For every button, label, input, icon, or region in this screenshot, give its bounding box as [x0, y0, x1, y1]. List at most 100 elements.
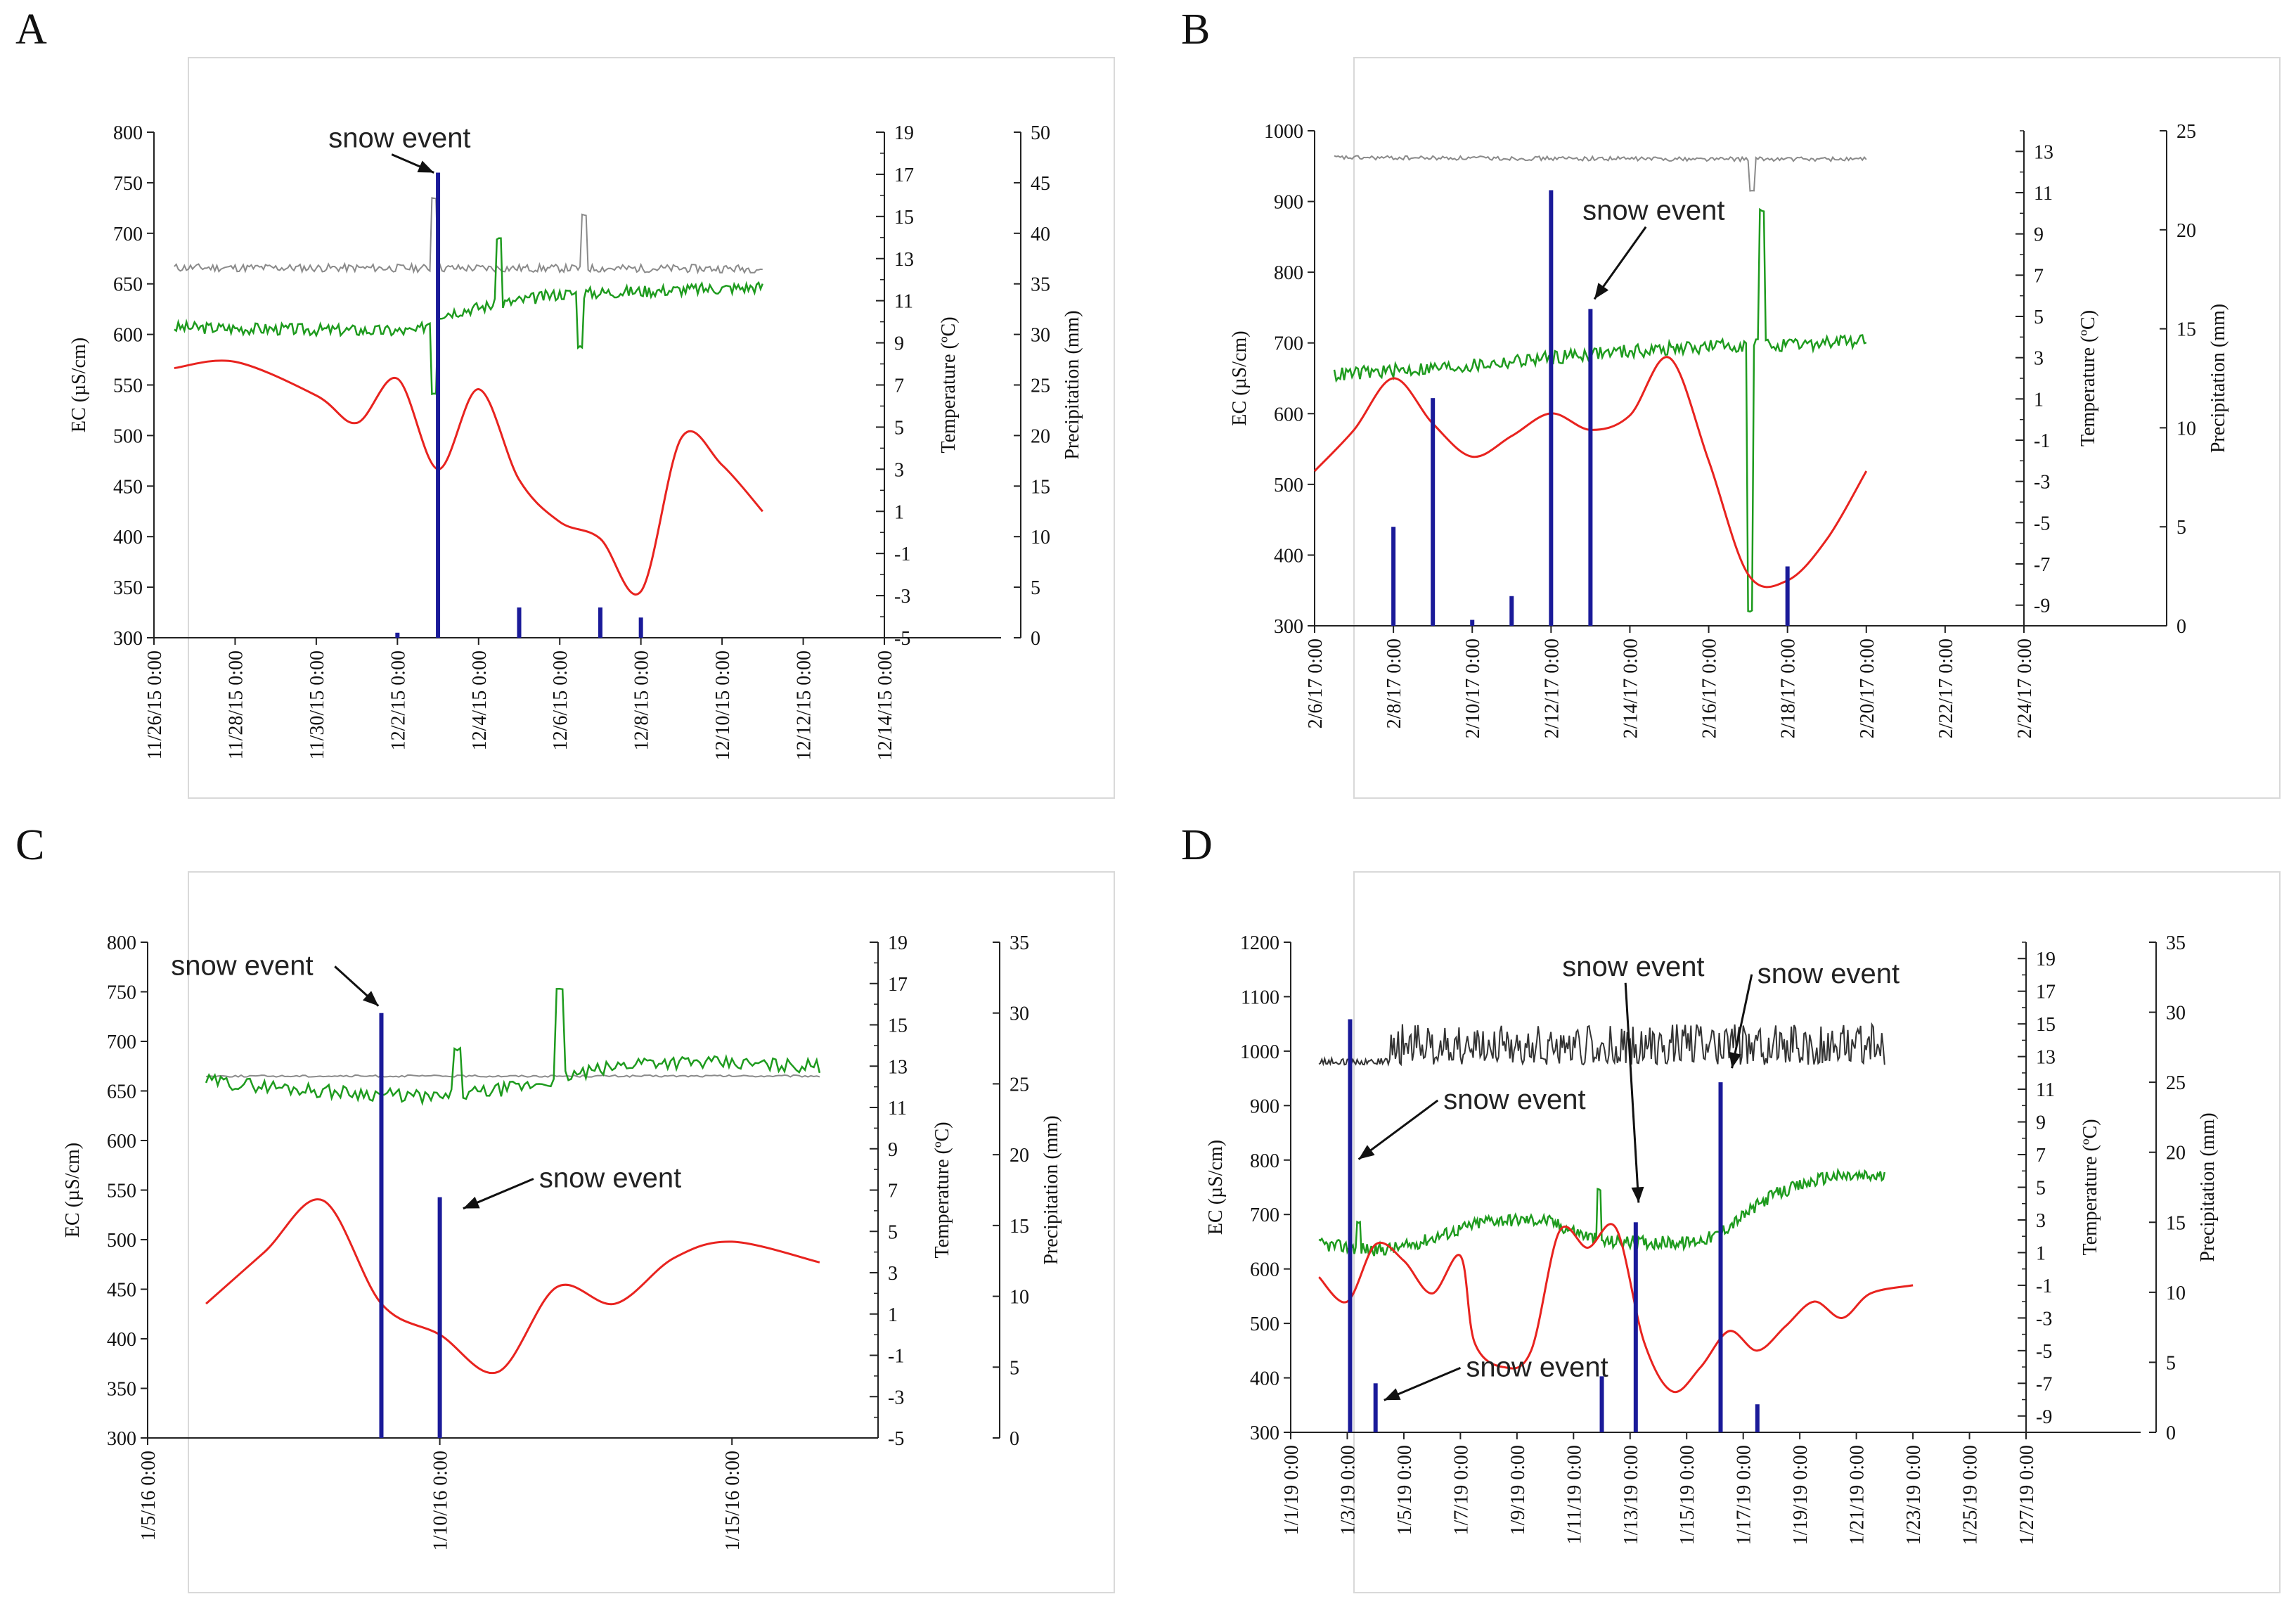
temperature-tick-label: -5 [2036, 1341, 2052, 1363]
ec-tick-label: 600 [1274, 404, 1303, 425]
precipitation-tick-label: 15 [1031, 476, 1050, 498]
snow-event-label: snow event [1582, 195, 1724, 226]
x-tick-label: 2/12/17 0:00 [1541, 638, 1563, 738]
snow-event-arrowhead [463, 1196, 480, 1209]
temperature-tick-label: 15 [2036, 1014, 2056, 1036]
x-tick-label: 2/24/17 0:00 [2014, 638, 2036, 738]
temperature-tick-label: -1 [2034, 430, 2050, 452]
ec-tick-label: 700 [1274, 333, 1303, 355]
precipitation-bar [1509, 596, 1514, 626]
temperature-tick-label: 5 [894, 417, 904, 439]
x-tick-label: 1/9/19 0:00 [1507, 1445, 1529, 1535]
x-tick-label: 2/6/17 0:00 [1305, 638, 1327, 728]
temperature-tick-label: 15 [894, 207, 914, 229]
snow-event-label: snow event [1562, 951, 1704, 982]
temperature-tick-label: 15 [888, 1015, 908, 1037]
ec-gray-series [174, 197, 763, 275]
precipitation-bar [1549, 190, 1554, 627]
precipitation-axis-title: Precipitation (mm) [2207, 304, 2229, 453]
temperature-tick-label: -7 [2036, 1373, 2052, 1395]
snow-event-label: snow event [171, 950, 313, 981]
temperature-series [1313, 356, 1868, 589]
snow-event-label: snow event [1443, 1084, 1585, 1115]
temperature-tick-label: 19 [894, 122, 914, 144]
temperature-tick-label: 1 [894, 501, 904, 523]
precipitation-axis-title: Precipitation (mm) [1040, 1115, 1062, 1264]
temperature-tick-label: 17 [894, 165, 914, 186]
temperature-tick-label: -9 [2036, 1406, 2052, 1428]
temperature-tick-label: -3 [2036, 1308, 2052, 1330]
ec-tick-label: 400 [107, 1329, 136, 1351]
precipitation-bar [437, 1197, 442, 1438]
ec-tick-label: 450 [113, 476, 143, 498]
ec-gray-series [1318, 1022, 1885, 1067]
x-tick-label: 1/11/19 0:00 [1563, 1445, 1585, 1544]
ec-tick-label: 1100 [1241, 987, 1279, 1008]
precipitation-bar [1785, 566, 1790, 626]
temperature-tick-label: 13 [2036, 1047, 2056, 1069]
temperature-tick-label: -5 [2034, 513, 2050, 534]
x-tick-label: 1/17/19 0:00 [1734, 1445, 1755, 1545]
snow-event-arrowhead [1384, 1388, 1401, 1401]
x-tick-label: 1/10/16 0:00 [430, 1451, 452, 1550]
ec-tick-label: 550 [107, 1181, 136, 1202]
x-tick-label: 1/27/19 0:00 [2016, 1445, 2038, 1545]
temperature-tick-label: -3 [894, 586, 910, 608]
precipitation-tick-label: 25 [1031, 375, 1050, 397]
ec-tick-label: 800 [113, 122, 143, 144]
snow-event-arrow [1624, 982, 1640, 1203]
x-tick-label: 1/1/19 0:00 [1281, 1445, 1303, 1535]
snow-event-arrowhead [362, 991, 379, 1006]
panel-letter: C [15, 821, 44, 869]
precipitation-tick-label: 10 [1010, 1287, 1029, 1309]
x-tick-label: 12/6/15 0:00 [550, 650, 572, 750]
precipitation-tick-label: 15 [2166, 1212, 2186, 1234]
x-tick-label: 12/4/15 0:00 [469, 650, 491, 750]
temperature-tick-label: -1 [888, 1346, 904, 1368]
x-tick-label: 2/10/17 0:00 [1462, 638, 1484, 738]
temperature-axis-title: Temperature (ºC) [938, 316, 960, 453]
temperature-tick-label: 11 [2036, 1079, 2055, 1101]
ec-tick-label: 1000 [1264, 121, 1303, 143]
x-tick-label: 1/23/19 0:00 [1903, 1445, 1925, 1545]
precipitation-tick-label: 15 [1010, 1216, 1029, 1238]
snow-event-label: snow event [539, 1162, 681, 1193]
temperature-tick-label: 19 [2036, 949, 2056, 970]
precipitation-bar [1755, 1404, 1760, 1432]
ec-green-series [1318, 1167, 1886, 1257]
precipitation-tick-label: 10 [2176, 418, 2196, 439]
x-tick-label: 2/20/17 0:00 [1857, 638, 1878, 738]
panel-letter: A [15, 6, 47, 53]
ec-tick-label: 400 [1274, 545, 1303, 567]
ec-tick-label: 650 [113, 274, 143, 296]
temperature-tick-label: 11 [888, 1098, 907, 1119]
panel-d: D300400500600700800900100011001200-9-7-5… [1181, 821, 2281, 1593]
temperature-axis-title: Temperature (ºC) [2079, 1119, 2101, 1255]
temperature-axis-title: Temperature (ºC) [2077, 310, 2099, 447]
temperature-tick-label: 19 [888, 932, 908, 954]
x-tick-label: 12/10/15 0:00 [712, 650, 734, 760]
ec-tick-label: 500 [107, 1230, 136, 1252]
x-tick-label: 2/22/17 0:00 [1935, 638, 1957, 738]
temperature-tick-label: -5 [894, 628, 910, 650]
ec-gray-series [1334, 155, 1867, 192]
x-tick-label: 1/15/19 0:00 [1677, 1445, 1698, 1545]
x-tick-label: 12/12/15 0:00 [794, 650, 815, 760]
temperature-tick-label: 1 [2036, 1242, 2046, 1264]
x-tick-label: 1/5/16 0:00 [138, 1451, 160, 1541]
snow-event-arrowhead [1358, 1145, 1375, 1159]
panel-frame [1353, 57, 2281, 799]
temperature-tick-label: 7 [2034, 265, 2044, 287]
snow-event-label: snow event [1466, 1351, 1608, 1382]
temperature-tick-label: 3 [2036, 1210, 2046, 1232]
snow-event-arrow [1731, 974, 1753, 1069]
precipitation-bar [517, 607, 522, 638]
panel-b: B3004005006007008009001000-9-7-5-3-11357… [1181, 6, 2281, 799]
precipitation-tick-label: 45 [1031, 173, 1050, 195]
ec-axis-title: EC (µS/cm) [62, 1143, 84, 1238]
ec-tick-label: 300 [113, 628, 143, 650]
ec-gray-series [205, 1074, 820, 1078]
temperature-tick-label: 3 [2034, 348, 2044, 370]
ec-tick-label: 700 [1250, 1204, 1279, 1226]
precipitation-bar [1470, 619, 1475, 626]
